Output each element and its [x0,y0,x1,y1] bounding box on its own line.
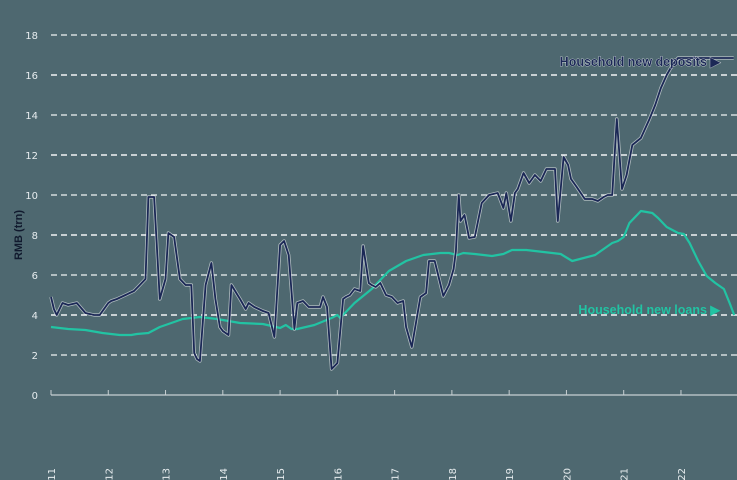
legend-label-deposits: Household new deposits ▶ [560,55,722,69]
x-tick-label: 1/1/2019 [505,468,516,480]
x-tick-label: 1/1/2012 [104,468,115,480]
x-tick-label: 1/1/2016 [333,468,344,480]
legend-label-loans: Household new loans ▶ [578,303,721,317]
y-tick-label: 8 [32,231,38,242]
x-tick-label: 1/1/2022 [677,468,688,480]
y-axis-label: RMB (trn) [13,210,25,260]
x-tick-label: 1/1/2017 [391,468,402,480]
y-tick-label: 10 [25,191,38,202]
x-tick-label: 1/1/2018 [448,468,459,480]
x-axis-ticks: 1/1/2011 1/1/2012 1/1/2013 1/1/2014 1/1/2015… [47,390,688,480]
deposits-series-line [50,57,734,370]
loans-series-line [50,209,736,337]
y-tick-label: 12 [25,151,38,162]
y-tick-label: 6 [32,271,38,282]
x-tick-label: 1/1/2013 [162,468,173,480]
deposits-series-halo [49,56,734,371]
x-tick-label: 1/1/2014 [219,468,230,480]
x-tick-label: 1/1/2021 [620,468,631,480]
y-tick-label: 0 [32,391,38,402]
y-tick-label: 4 [32,311,38,322]
y-tick-label: 16 [25,71,38,82]
x-tick-label: 1/1/2020 [562,468,573,480]
y-axis-ticks: 0 2 4 6 8 10 12 14 16 18 [25,31,38,402]
x-tick-label: 1/1/2015 [276,468,287,480]
y-tick-label: 2 [32,351,38,362]
y-tick-label: 14 [25,111,38,122]
x-tick-label: 1/1/2011 [47,468,58,480]
y-tick-label: 18 [25,31,38,42]
